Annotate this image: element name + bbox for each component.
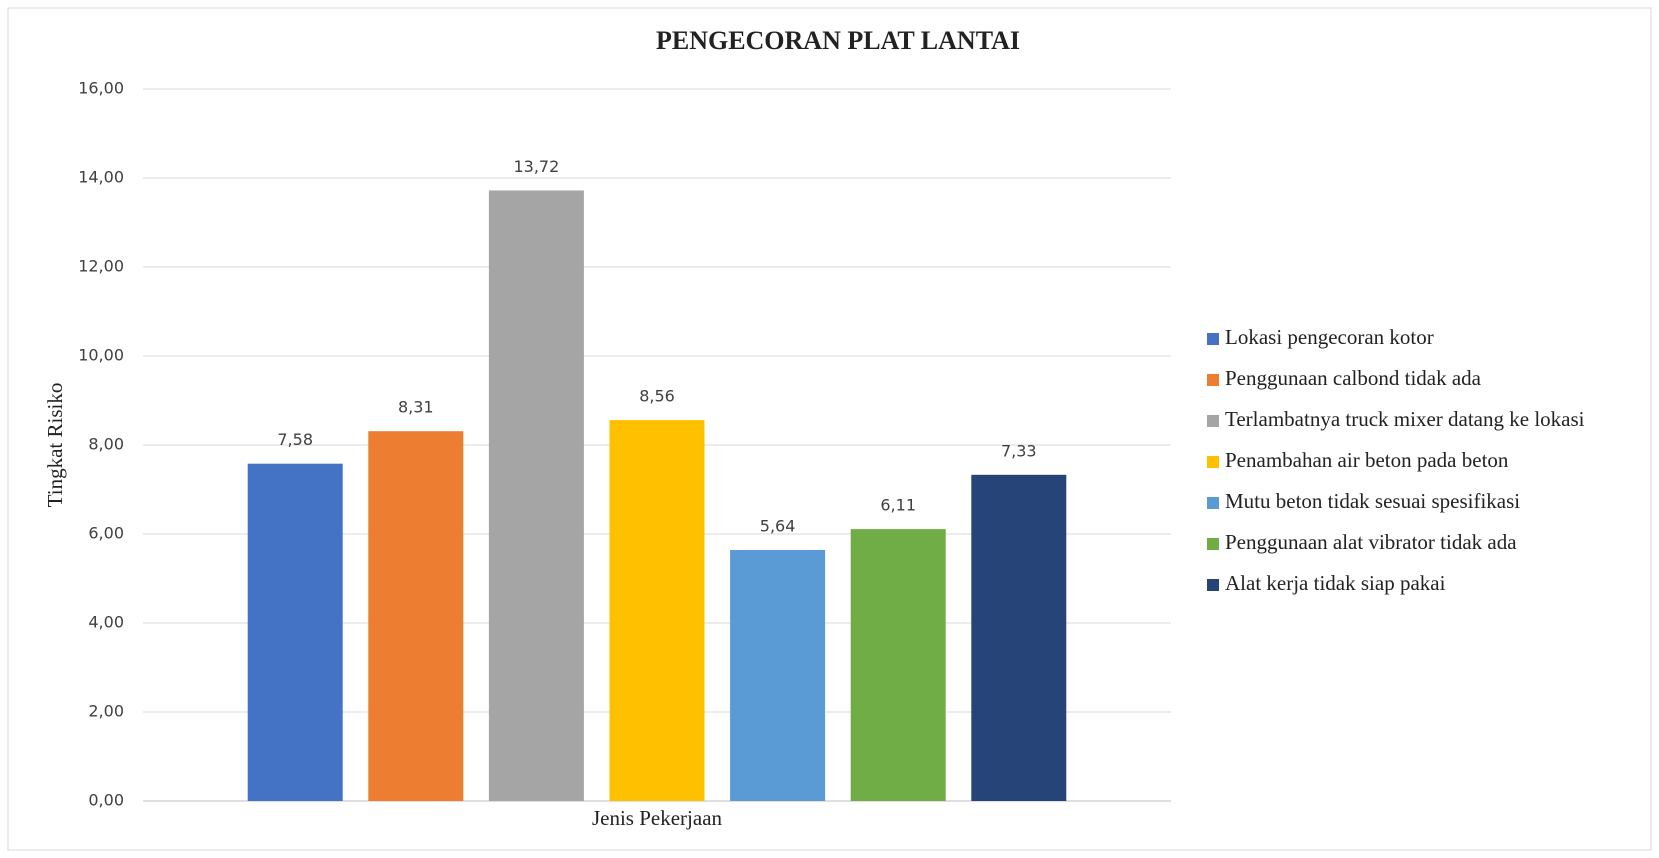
data-label: 8,56 [639,387,675,406]
data-label: 7,33 [1001,441,1037,460]
legend-swatch [1207,456,1219,468]
legend-label: Penambahan air beton pada beton [1225,448,1509,472]
chart-title: PENGECORAN PLAT LANTAI [656,26,1020,55]
legend-swatch [1207,374,1219,386]
bar [971,474,1067,801]
y-tick-label: 4,00 [88,613,124,632]
data-label: 6,11 [880,496,916,515]
bar [609,420,705,801]
data-label: 8,31 [398,398,434,417]
bar [730,550,826,801]
legend-swatch [1207,538,1219,550]
legend-swatch [1207,579,1219,591]
legend-swatch [1207,415,1219,427]
data-label: 7,58 [277,430,313,449]
data-label: 5,64 [760,517,796,536]
y-tick-label: 0,00 [88,791,124,810]
bar [850,529,946,801]
legend-label: Lokasi pengecoran kotor [1225,325,1434,349]
legend-label: Penggunaan alat vibrator tidak ada [1225,530,1517,554]
legend-label: Mutu beton tidak sesuai spesifikasi [1225,489,1520,513]
y-axis-label: Tingkat Risiko [43,383,67,508]
y-tick-label: 8,00 [88,435,124,454]
y-tick-label: 2,00 [88,702,124,721]
legend-label: Penggunaan calbond tidak ada [1225,366,1482,390]
data-label: 13,72 [513,157,559,176]
legend-swatch [1207,333,1219,345]
y-tick-label: 14,00 [78,168,124,187]
bar [247,463,343,801]
legend-swatch [1207,497,1219,509]
x-axis-label: Jenis Pekerjaan [592,806,723,830]
legend-label: Terlambatnya truck mixer datang ke lokas… [1225,407,1585,431]
y-tick-label: 16,00 [78,79,124,98]
legend-label: Alat kerja tidak siap pakai [1225,571,1446,595]
y-tick-label: 10,00 [78,346,124,365]
bar [368,431,464,801]
y-tick-label: 12,00 [78,257,124,276]
bar [488,190,584,801]
y-tick-label: 6,00 [88,524,124,543]
